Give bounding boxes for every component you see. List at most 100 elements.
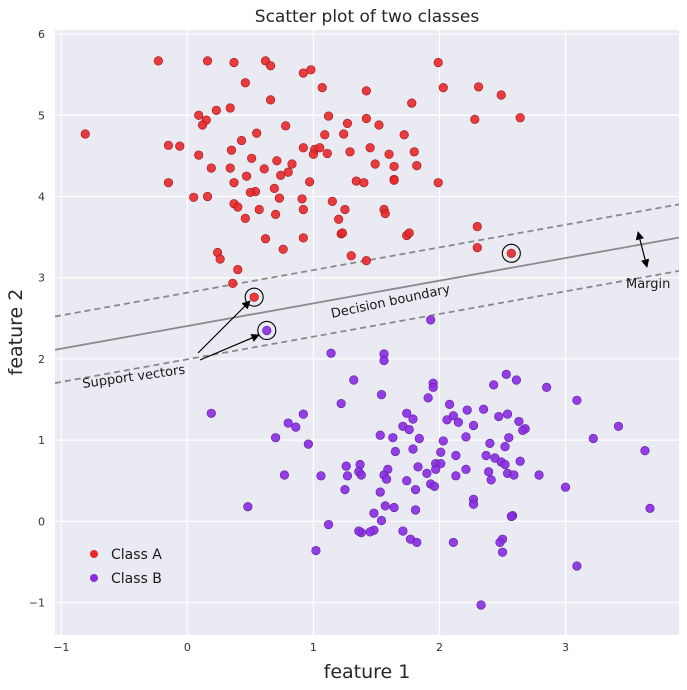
data-point bbox=[495, 537, 505, 548]
data-point bbox=[317, 83, 327, 93]
data-point bbox=[375, 487, 385, 497]
data-point bbox=[461, 464, 471, 474]
data-point bbox=[349, 375, 359, 385]
data-point bbox=[354, 526, 364, 536]
data-point bbox=[351, 176, 361, 186]
data-point bbox=[326, 348, 336, 358]
data-point bbox=[356, 470, 366, 480]
data-point bbox=[484, 467, 494, 477]
y-tick-label: 1 bbox=[38, 434, 45, 447]
data-point bbox=[438, 83, 448, 93]
data-point bbox=[298, 409, 308, 419]
data-point bbox=[376, 390, 387, 400]
data-point bbox=[476, 600, 486, 610]
data-point bbox=[175, 141, 185, 151]
support-vector-arrow-1 bbox=[197, 300, 251, 354]
y-axis-label: feature 2 bbox=[5, 289, 27, 376]
data-point bbox=[276, 170, 286, 180]
data-point bbox=[345, 147, 355, 157]
data-point bbox=[323, 111, 334, 121]
data-point bbox=[361, 113, 371, 124]
data-point bbox=[468, 499, 479, 509]
data-point bbox=[274, 193, 284, 203]
data-point bbox=[322, 148, 332, 159]
data-point bbox=[404, 424, 414, 435]
margin-arrow bbox=[635, 231, 650, 268]
data-point bbox=[359, 178, 369, 188]
data-point bbox=[470, 114, 480, 124]
data-point bbox=[316, 471, 326, 481]
margin-label: Margin bbox=[626, 277, 670, 292]
series-class-b bbox=[206, 315, 655, 610]
data-point bbox=[408, 414, 418, 424]
data-point bbox=[334, 214, 344, 224]
data-point bbox=[496, 90, 506, 100]
data-point bbox=[233, 264, 243, 275]
legend-label-class-b: Class B bbox=[111, 571, 162, 587]
data-point bbox=[80, 129, 90, 139]
data-point bbox=[340, 485, 350, 495]
data-point bbox=[436, 447, 446, 457]
data-point bbox=[297, 194, 307, 204]
data-point bbox=[509, 470, 519, 480]
data-point bbox=[448, 411, 458, 421]
data-point bbox=[320, 130, 330, 140]
data-point bbox=[494, 411, 504, 422]
data-point bbox=[451, 450, 461, 461]
data-point bbox=[518, 425, 528, 435]
decision-boundary-line bbox=[55, 236, 679, 351]
data-point bbox=[380, 501, 390, 511]
data-point bbox=[479, 404, 489, 414]
support-vector-arrow-2 bbox=[199, 334, 260, 361]
data-point bbox=[515, 456, 525, 466]
data-point bbox=[433, 57, 443, 68]
data-point bbox=[468, 420, 479, 431]
data-point bbox=[534, 470, 544, 480]
y-tick-label: 4 bbox=[38, 190, 45, 203]
data-point bbox=[461, 432, 471, 442]
data-point bbox=[342, 471, 353, 481]
data-point bbox=[451, 471, 461, 481]
data-point bbox=[243, 502, 253, 512]
data-point bbox=[511, 375, 521, 385]
grid bbox=[55, 30, 679, 635]
data-point bbox=[236, 135, 247, 146]
x-tick-label: 3 bbox=[562, 641, 569, 654]
data-point bbox=[287, 159, 297, 169]
data-point bbox=[645, 503, 655, 513]
data-point bbox=[369, 508, 379, 518]
data-point bbox=[380, 208, 390, 219]
data-point bbox=[472, 221, 482, 232]
data-point bbox=[315, 143, 325, 153]
data-point bbox=[211, 105, 221, 115]
data-point bbox=[215, 254, 225, 264]
legend-marker-class-b bbox=[90, 574, 98, 582]
data-point bbox=[370, 159, 380, 169]
data-point bbox=[399, 130, 409, 140]
data-point bbox=[429, 481, 440, 491]
data-point bbox=[229, 178, 239, 188]
data-point bbox=[194, 150, 204, 160]
data-point bbox=[414, 433, 424, 444]
data-point bbox=[472, 243, 482, 253]
data-point bbox=[423, 393, 433, 403]
data-point bbox=[506, 248, 516, 258]
data-point bbox=[247, 153, 257, 163]
data-point bbox=[384, 149, 394, 159]
data-point bbox=[640, 446, 650, 456]
data-point bbox=[271, 433, 281, 443]
data-point bbox=[233, 202, 243, 212]
data-point bbox=[298, 68, 308, 78]
y-tick-labels: −1 0 1 2 3 4 5 6 bbox=[29, 28, 45, 609]
data-point bbox=[389, 502, 399, 513]
data-point bbox=[438, 436, 448, 446]
data-point bbox=[339, 129, 349, 139]
data-point bbox=[389, 175, 399, 185]
series-class-a bbox=[80, 56, 525, 302]
chart-title: Scatter plot of two classes bbox=[255, 7, 480, 27]
data-point bbox=[404, 228, 414, 238]
x-axis-label: feature 1 bbox=[324, 661, 411, 683]
data-point bbox=[398, 526, 408, 536]
upper-margin-line bbox=[55, 203, 679, 318]
